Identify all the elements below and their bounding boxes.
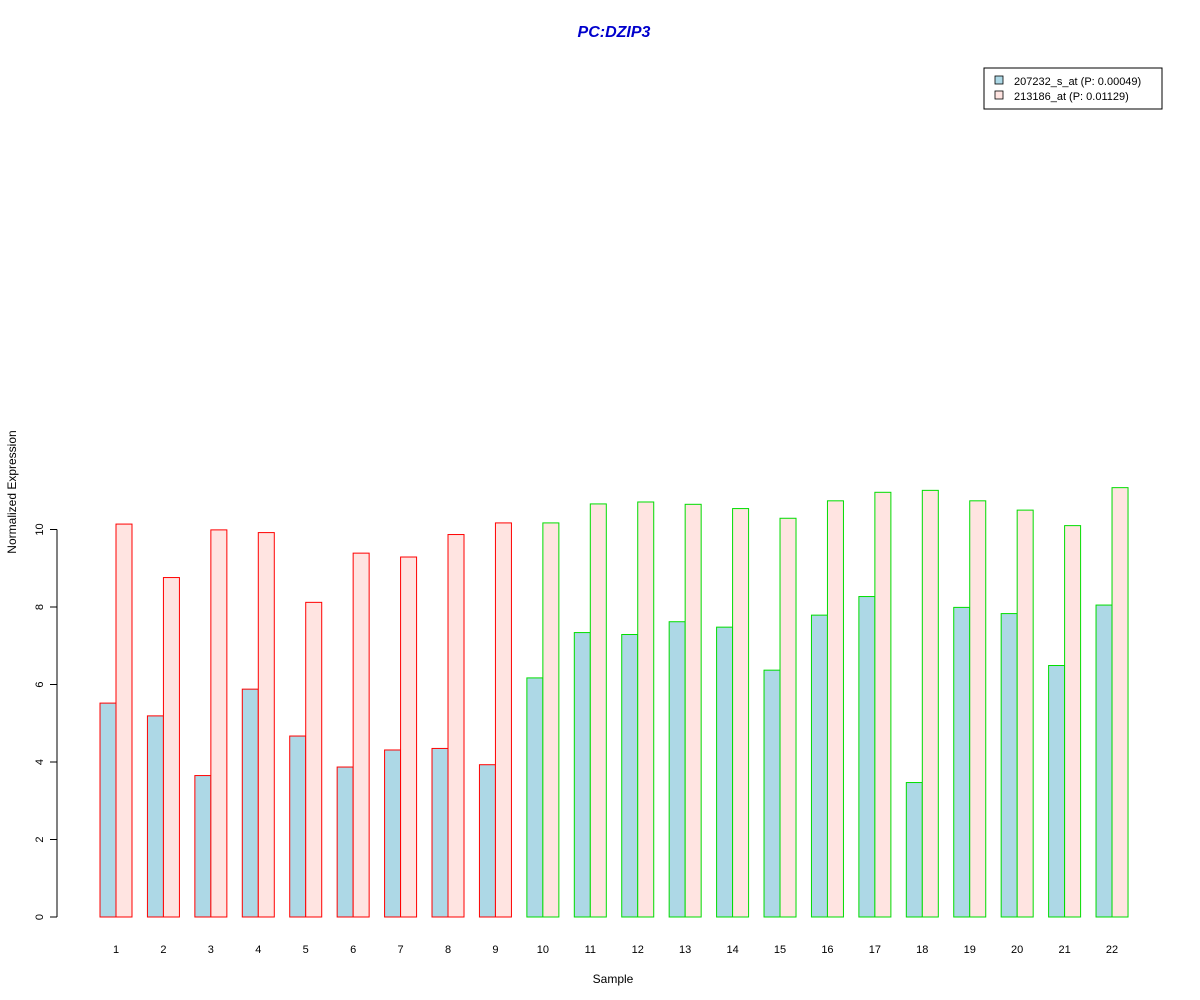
bar-213186-at <box>779 517 797 918</box>
bar-207232-s-at <box>1000 613 1018 918</box>
x-tick-label: 8 <box>445 944 451 956</box>
bar-207232-s-at <box>384 749 402 918</box>
y-tick-label: 6 <box>34 681 46 687</box>
bar-213186-at <box>1016 509 1034 918</box>
x-tick-label: 15 <box>774 944 786 956</box>
bar-207232-s-at <box>194 775 212 918</box>
bar-213186-at <box>115 523 133 918</box>
legend-swatch-207232-s-at <box>994 75 1004 85</box>
x-tick-label: 4 <box>255 944 261 956</box>
legend-label-213186-at: 213186_at (P: 0.01129) <box>1014 91 1129 103</box>
x-tick-label: 18 <box>916 944 928 956</box>
x-tick-label: 11 <box>585 944 596 956</box>
x-tick-label: 3 <box>208 944 214 956</box>
bar-213186-at <box>684 503 702 918</box>
y-tick-label: 2 <box>34 836 46 842</box>
bar-207232-s-at <box>431 747 449 918</box>
bar-207232-s-at <box>621 634 639 918</box>
bar-213186-at <box>352 552 370 918</box>
bar-207232-s-at <box>905 782 923 918</box>
chart-title: PC:DZIP3 <box>578 24 651 41</box>
x-tick-label: 12 <box>632 944 644 956</box>
bar-213186-at <box>637 501 655 918</box>
bar-207232-s-at <box>526 677 544 918</box>
x-tick-label: 19 <box>964 944 976 956</box>
bar-213186-at <box>826 500 844 918</box>
x-tick-label: 22 <box>1106 944 1118 956</box>
y-tick-label: 4 <box>34 759 46 765</box>
bar-213186-at <box>874 491 892 918</box>
x-tick-label: 2 <box>160 944 166 956</box>
bar-207232-s-at <box>716 626 734 918</box>
bar-213186-at <box>447 534 465 918</box>
bar-213186-at <box>1064 525 1082 918</box>
bar-213186-at <box>969 500 987 918</box>
bar-213186-at <box>732 508 750 918</box>
x-tick-label: 20 <box>1011 944 1023 956</box>
bar-213186-at <box>305 601 323 918</box>
bar-207232-s-at <box>241 688 259 918</box>
bar-213186-at <box>400 556 418 918</box>
x-tick-label: 17 <box>869 944 881 956</box>
bar-207232-s-at <box>336 766 354 918</box>
bar-207232-s-at <box>810 614 828 918</box>
bar-207232-s-at <box>573 632 591 918</box>
y-axis: 0 2 4 6 8 10 <box>34 523 58 920</box>
y-tick-label: 8 <box>34 604 46 610</box>
bar-207232-s-at <box>858 596 876 918</box>
bar-207232-s-at <box>668 621 686 918</box>
x-tick-label: 7 <box>398 944 404 956</box>
x-tick-label: 14 <box>726 944 738 956</box>
bar-213186-at <box>210 529 228 918</box>
x-tick-label: 13 <box>679 944 691 956</box>
legend-label-207232-s-at: 207232_s_at (P: 0.00049) <box>1014 76 1141 88</box>
x-tick-label: 6 <box>350 944 356 956</box>
x-tick-label: 16 <box>821 944 833 956</box>
x-axis-tick-labels: 1 2 3 4 5 6 7 8 9 10 11 12 13 14 15 16 17 18 19 20 21 22 <box>113 944 1118 956</box>
x-tick-label: 9 <box>492 944 498 956</box>
legend: 207232_s_at (P: 0.00049) 213186_at (P: 0… <box>983 67 1163 110</box>
legend-swatch-213186-at <box>994 90 1004 100</box>
x-tick-label: 10 <box>537 944 549 956</box>
bar-207232-s-at <box>478 764 496 918</box>
bar-207232-s-at <box>1095 604 1113 918</box>
bar-207232-s-at <box>763 669 781 918</box>
bar-213186-at <box>494 522 512 918</box>
x-tick-label: 5 <box>303 944 309 956</box>
y-tick-label: 0 <box>34 914 46 920</box>
bar-213186-at <box>542 522 560 918</box>
bar-213186-at <box>257 532 275 918</box>
legend-box <box>983 67 1163 110</box>
bar-213186-at <box>589 503 607 918</box>
bar-207232-s-at <box>99 702 117 918</box>
bars-group <box>99 487 1129 918</box>
bar-213186-at <box>921 489 939 918</box>
bar-213186-at <box>1111 487 1129 918</box>
x-axis-label: Sample <box>593 972 634 986</box>
bar-207232-s-at <box>1048 665 1066 918</box>
x-tick-label: 21 <box>1058 944 1070 956</box>
bar-207232-s-at <box>146 715 164 918</box>
x-tick-label: 1 <box>113 944 119 956</box>
bar-213186-at <box>162 577 180 918</box>
bar-207232-s-at <box>289 735 307 918</box>
bar-207232-s-at <box>953 606 971 918</box>
y-axis-label: Normalized Expression <box>5 430 19 553</box>
y-tick-label: 10 <box>34 523 46 535</box>
